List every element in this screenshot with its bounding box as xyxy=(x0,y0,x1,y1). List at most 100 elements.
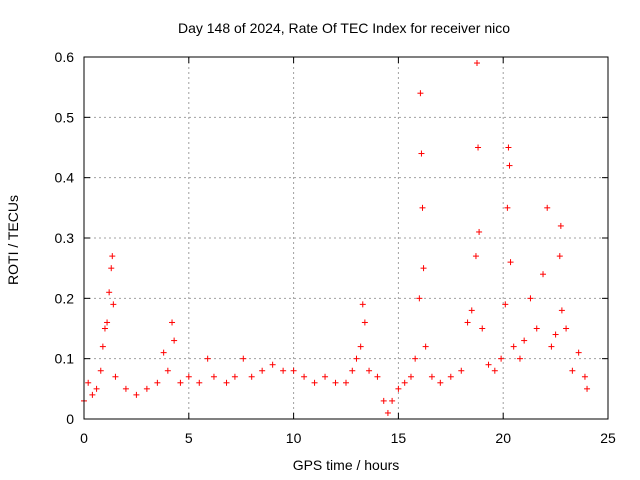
roti-point xyxy=(422,343,429,350)
roti-point xyxy=(108,265,115,272)
roti-point xyxy=(366,367,373,374)
roti-point xyxy=(521,337,528,344)
roti-point xyxy=(101,325,108,332)
roti-point xyxy=(401,379,408,386)
roti-point xyxy=(468,307,475,314)
grid-lines xyxy=(84,57,608,419)
roti-point xyxy=(389,397,396,404)
y-tick-label: 0.1 xyxy=(55,351,75,367)
roti-point xyxy=(458,367,465,374)
roti-point xyxy=(419,204,426,211)
y-tick-labels: 0 0.1 0.2 0.3 0.4 0.5 0.6 xyxy=(55,49,75,427)
roti-point xyxy=(160,349,167,356)
roti-point xyxy=(89,391,96,398)
roti-point xyxy=(563,325,570,332)
roti-point xyxy=(506,162,513,169)
roti-point xyxy=(109,253,116,260)
roti-point xyxy=(540,271,547,278)
roti-point xyxy=(112,373,119,380)
roti-point xyxy=(104,319,111,326)
x-tick-label: 25 xyxy=(600,430,616,446)
roti-point xyxy=(584,385,591,392)
roti-point xyxy=(196,379,203,386)
roti-point xyxy=(269,361,276,368)
y-tick-label: 0.6 xyxy=(55,49,75,65)
roti-point xyxy=(479,325,486,332)
y-tick-label: 0 xyxy=(66,411,74,427)
roti-point xyxy=(359,301,366,308)
data-points xyxy=(81,60,591,416)
roti-point xyxy=(552,331,559,338)
roti-point xyxy=(510,343,517,350)
roti-point xyxy=(502,301,509,308)
roti-point xyxy=(420,265,427,272)
roti-point xyxy=(332,379,339,386)
roti-point xyxy=(171,337,178,344)
roti-point xyxy=(361,319,368,326)
x-tick-label: 5 xyxy=(185,430,193,446)
roti-point xyxy=(476,228,483,235)
roti-point xyxy=(154,379,161,386)
x-tick-label: 20 xyxy=(495,430,511,446)
y-tick-label: 0.4 xyxy=(55,170,75,186)
x-axis-label: GPS time / hours xyxy=(293,457,400,473)
roti-point xyxy=(133,391,140,398)
roti-point xyxy=(491,367,498,374)
roti-point xyxy=(240,355,247,362)
roti-point xyxy=(498,355,505,362)
roti-point xyxy=(177,379,184,386)
roti-point xyxy=(557,222,564,229)
roti-point xyxy=(504,204,511,211)
x-tick-label: 0 xyxy=(80,430,88,446)
roti-point xyxy=(110,301,117,308)
roti-point xyxy=(556,253,563,260)
roti-point xyxy=(417,90,424,97)
roti-point xyxy=(311,379,318,386)
x-tick-label: 15 xyxy=(391,430,407,446)
roti-point xyxy=(548,343,555,350)
roti-point xyxy=(575,349,582,356)
roti-point xyxy=(507,259,514,266)
roti-point xyxy=(527,295,534,302)
roti-point xyxy=(349,367,356,374)
roti-point xyxy=(418,150,425,157)
roti-point xyxy=(353,355,360,362)
roti-point xyxy=(472,253,479,260)
roti-point xyxy=(223,379,230,386)
roti-point xyxy=(544,204,551,211)
x-tick-label: 10 xyxy=(286,430,302,446)
roti-point xyxy=(416,295,423,302)
roti-point xyxy=(290,367,297,374)
roti-point xyxy=(374,373,381,380)
roti-point xyxy=(169,319,176,326)
roti-point xyxy=(122,385,129,392)
roti-point xyxy=(412,355,419,362)
roti-point xyxy=(259,367,266,374)
roti-point xyxy=(581,373,588,380)
roti-point xyxy=(210,373,217,380)
y-tick-label: 0.5 xyxy=(55,109,75,125)
roti-point xyxy=(569,367,576,374)
axis-ticks xyxy=(83,56,609,420)
roti-point xyxy=(558,307,565,314)
roti-point xyxy=(343,379,349,386)
roti-point xyxy=(505,144,512,151)
roti-point xyxy=(164,367,171,374)
roti-point xyxy=(93,385,100,392)
roti-point xyxy=(380,397,387,404)
chart-title: Day 148 of 2024, Rate Of TEC Index for r… xyxy=(178,20,510,36)
roti-point xyxy=(407,373,414,380)
roti-point xyxy=(85,379,92,386)
y-axis-label: ROTI / TECUs xyxy=(5,195,21,285)
roti-point xyxy=(280,367,287,374)
roti-point xyxy=(516,355,523,362)
roti-point xyxy=(384,409,391,416)
roti-point xyxy=(437,379,444,386)
roti-point xyxy=(301,373,308,380)
roti-point xyxy=(474,60,480,67)
roti-point xyxy=(322,373,329,380)
roti-point xyxy=(106,289,113,296)
x-tick-labels: 0 5 10 15 20 25 xyxy=(80,430,616,446)
roti-point xyxy=(185,373,192,380)
